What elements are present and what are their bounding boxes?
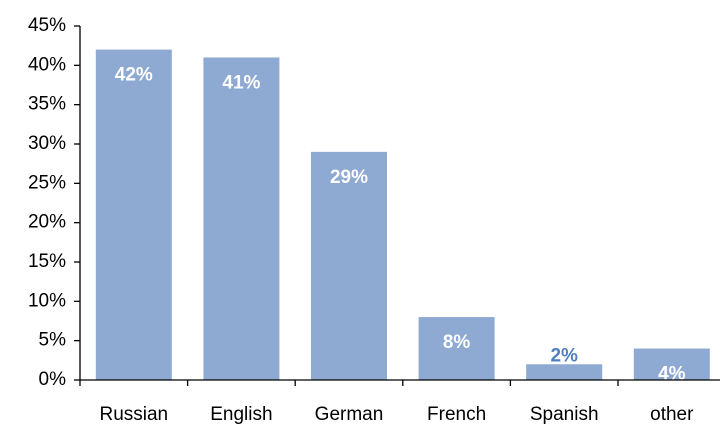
y-tick-label: 40% bbox=[28, 54, 66, 75]
data-label: 4% bbox=[658, 364, 686, 385]
x-tick-label: French bbox=[427, 404, 486, 425]
y-tick-label: 25% bbox=[28, 172, 66, 193]
y-tick-label: 10% bbox=[28, 290, 66, 311]
y-tick-label: 45% bbox=[28, 15, 66, 36]
x-tick-label: English bbox=[210, 404, 272, 425]
x-tick-label: other bbox=[650, 404, 694, 425]
data-label: 42% bbox=[115, 65, 153, 86]
data-label: 8% bbox=[443, 332, 471, 353]
x-tick-label: Russian bbox=[99, 404, 168, 425]
bar bbox=[418, 317, 495, 380]
data-label: 2% bbox=[550, 345, 578, 366]
bar bbox=[311, 151, 387, 380]
y-tick-label: 30% bbox=[28, 133, 66, 154]
bar bbox=[526, 364, 603, 380]
bar bbox=[95, 49, 172, 380]
y-tick-label: 35% bbox=[28, 94, 66, 115]
y-tick-label: 20% bbox=[28, 212, 66, 233]
bar bbox=[633, 348, 710, 380]
data-label: 41% bbox=[222, 72, 260, 93]
x-tick-label: German bbox=[315, 404, 384, 425]
data-label: 29% bbox=[330, 167, 368, 188]
y-tick-label: 5% bbox=[39, 330, 67, 351]
bar bbox=[203, 57, 280, 380]
y-tick-label: 15% bbox=[28, 251, 66, 272]
x-tick-label: Spanish bbox=[530, 404, 599, 425]
y-tick-label: 0% bbox=[39, 369, 67, 390]
